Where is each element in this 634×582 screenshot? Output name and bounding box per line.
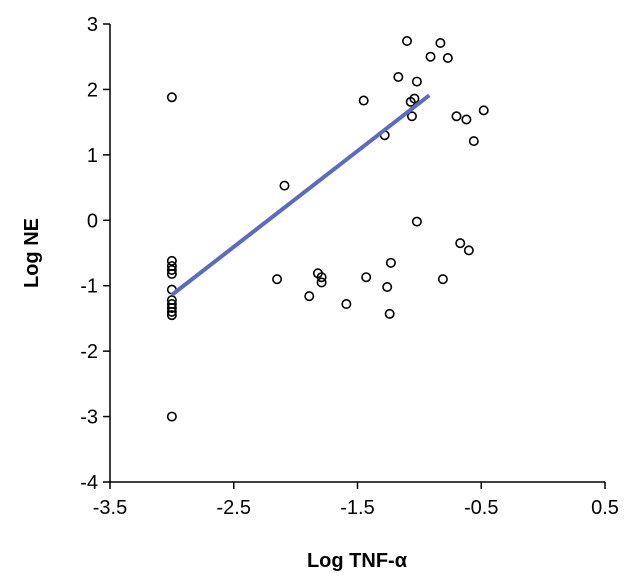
data-point xyxy=(406,111,417,122)
x-tick-label: -2.5 xyxy=(217,497,251,519)
x-axis-label: Log TNF-α xyxy=(307,550,408,572)
trendline xyxy=(170,93,431,297)
data-point xyxy=(166,411,177,422)
data-point xyxy=(409,93,420,104)
data-point xyxy=(279,180,290,191)
data-point xyxy=(442,53,453,64)
x-tick-label: -3.5 xyxy=(93,497,127,519)
data-point xyxy=(451,111,462,122)
y-tick-label: -2 xyxy=(80,341,98,363)
data-point xyxy=(437,274,448,285)
data-point xyxy=(455,238,466,249)
data-point xyxy=(166,265,177,276)
data-point xyxy=(361,272,372,283)
data-point xyxy=(384,308,395,319)
data-point xyxy=(304,291,315,302)
axes xyxy=(109,24,605,483)
x-tick-label: -0.5 xyxy=(464,497,498,519)
data-point xyxy=(341,299,352,310)
data-point xyxy=(425,51,436,62)
data-point xyxy=(166,302,177,313)
data-points xyxy=(166,36,489,422)
data-point xyxy=(385,257,396,268)
data-point xyxy=(411,76,422,87)
data-point xyxy=(401,36,412,47)
x-tick-label: 0.5 xyxy=(591,497,619,519)
data-point xyxy=(166,310,177,321)
y-axis-label: Log NE xyxy=(21,218,43,288)
ticks xyxy=(103,23,606,489)
y-tick-label: -3 xyxy=(80,407,98,429)
y-tick-label: -4 xyxy=(80,472,98,494)
data-point xyxy=(468,136,479,147)
data-point xyxy=(316,277,327,288)
y-tick-label: 2 xyxy=(87,79,98,101)
data-point xyxy=(393,71,404,82)
x-tick-label: -1.5 xyxy=(340,497,374,519)
data-point xyxy=(435,37,446,48)
data-point xyxy=(478,105,489,116)
y-tick-label: -1 xyxy=(80,276,98,298)
data-point xyxy=(411,216,422,227)
y-tick-label: 0 xyxy=(87,210,98,232)
y-tick-label: 1 xyxy=(87,145,98,167)
tick-labels: -3.5 -2.5 -1.5 -0.5 0.5 -4 -3 -2 -1 0 1 2 3 xyxy=(80,14,619,519)
data-point xyxy=(272,274,283,285)
data-point xyxy=(461,114,472,125)
data-point xyxy=(382,282,393,293)
y-tick-label: 3 xyxy=(87,14,98,36)
data-point xyxy=(316,272,327,283)
data-point xyxy=(166,306,177,317)
data-point xyxy=(358,95,369,106)
data-point xyxy=(463,245,474,256)
data-point xyxy=(166,92,177,103)
data-point xyxy=(166,268,177,279)
